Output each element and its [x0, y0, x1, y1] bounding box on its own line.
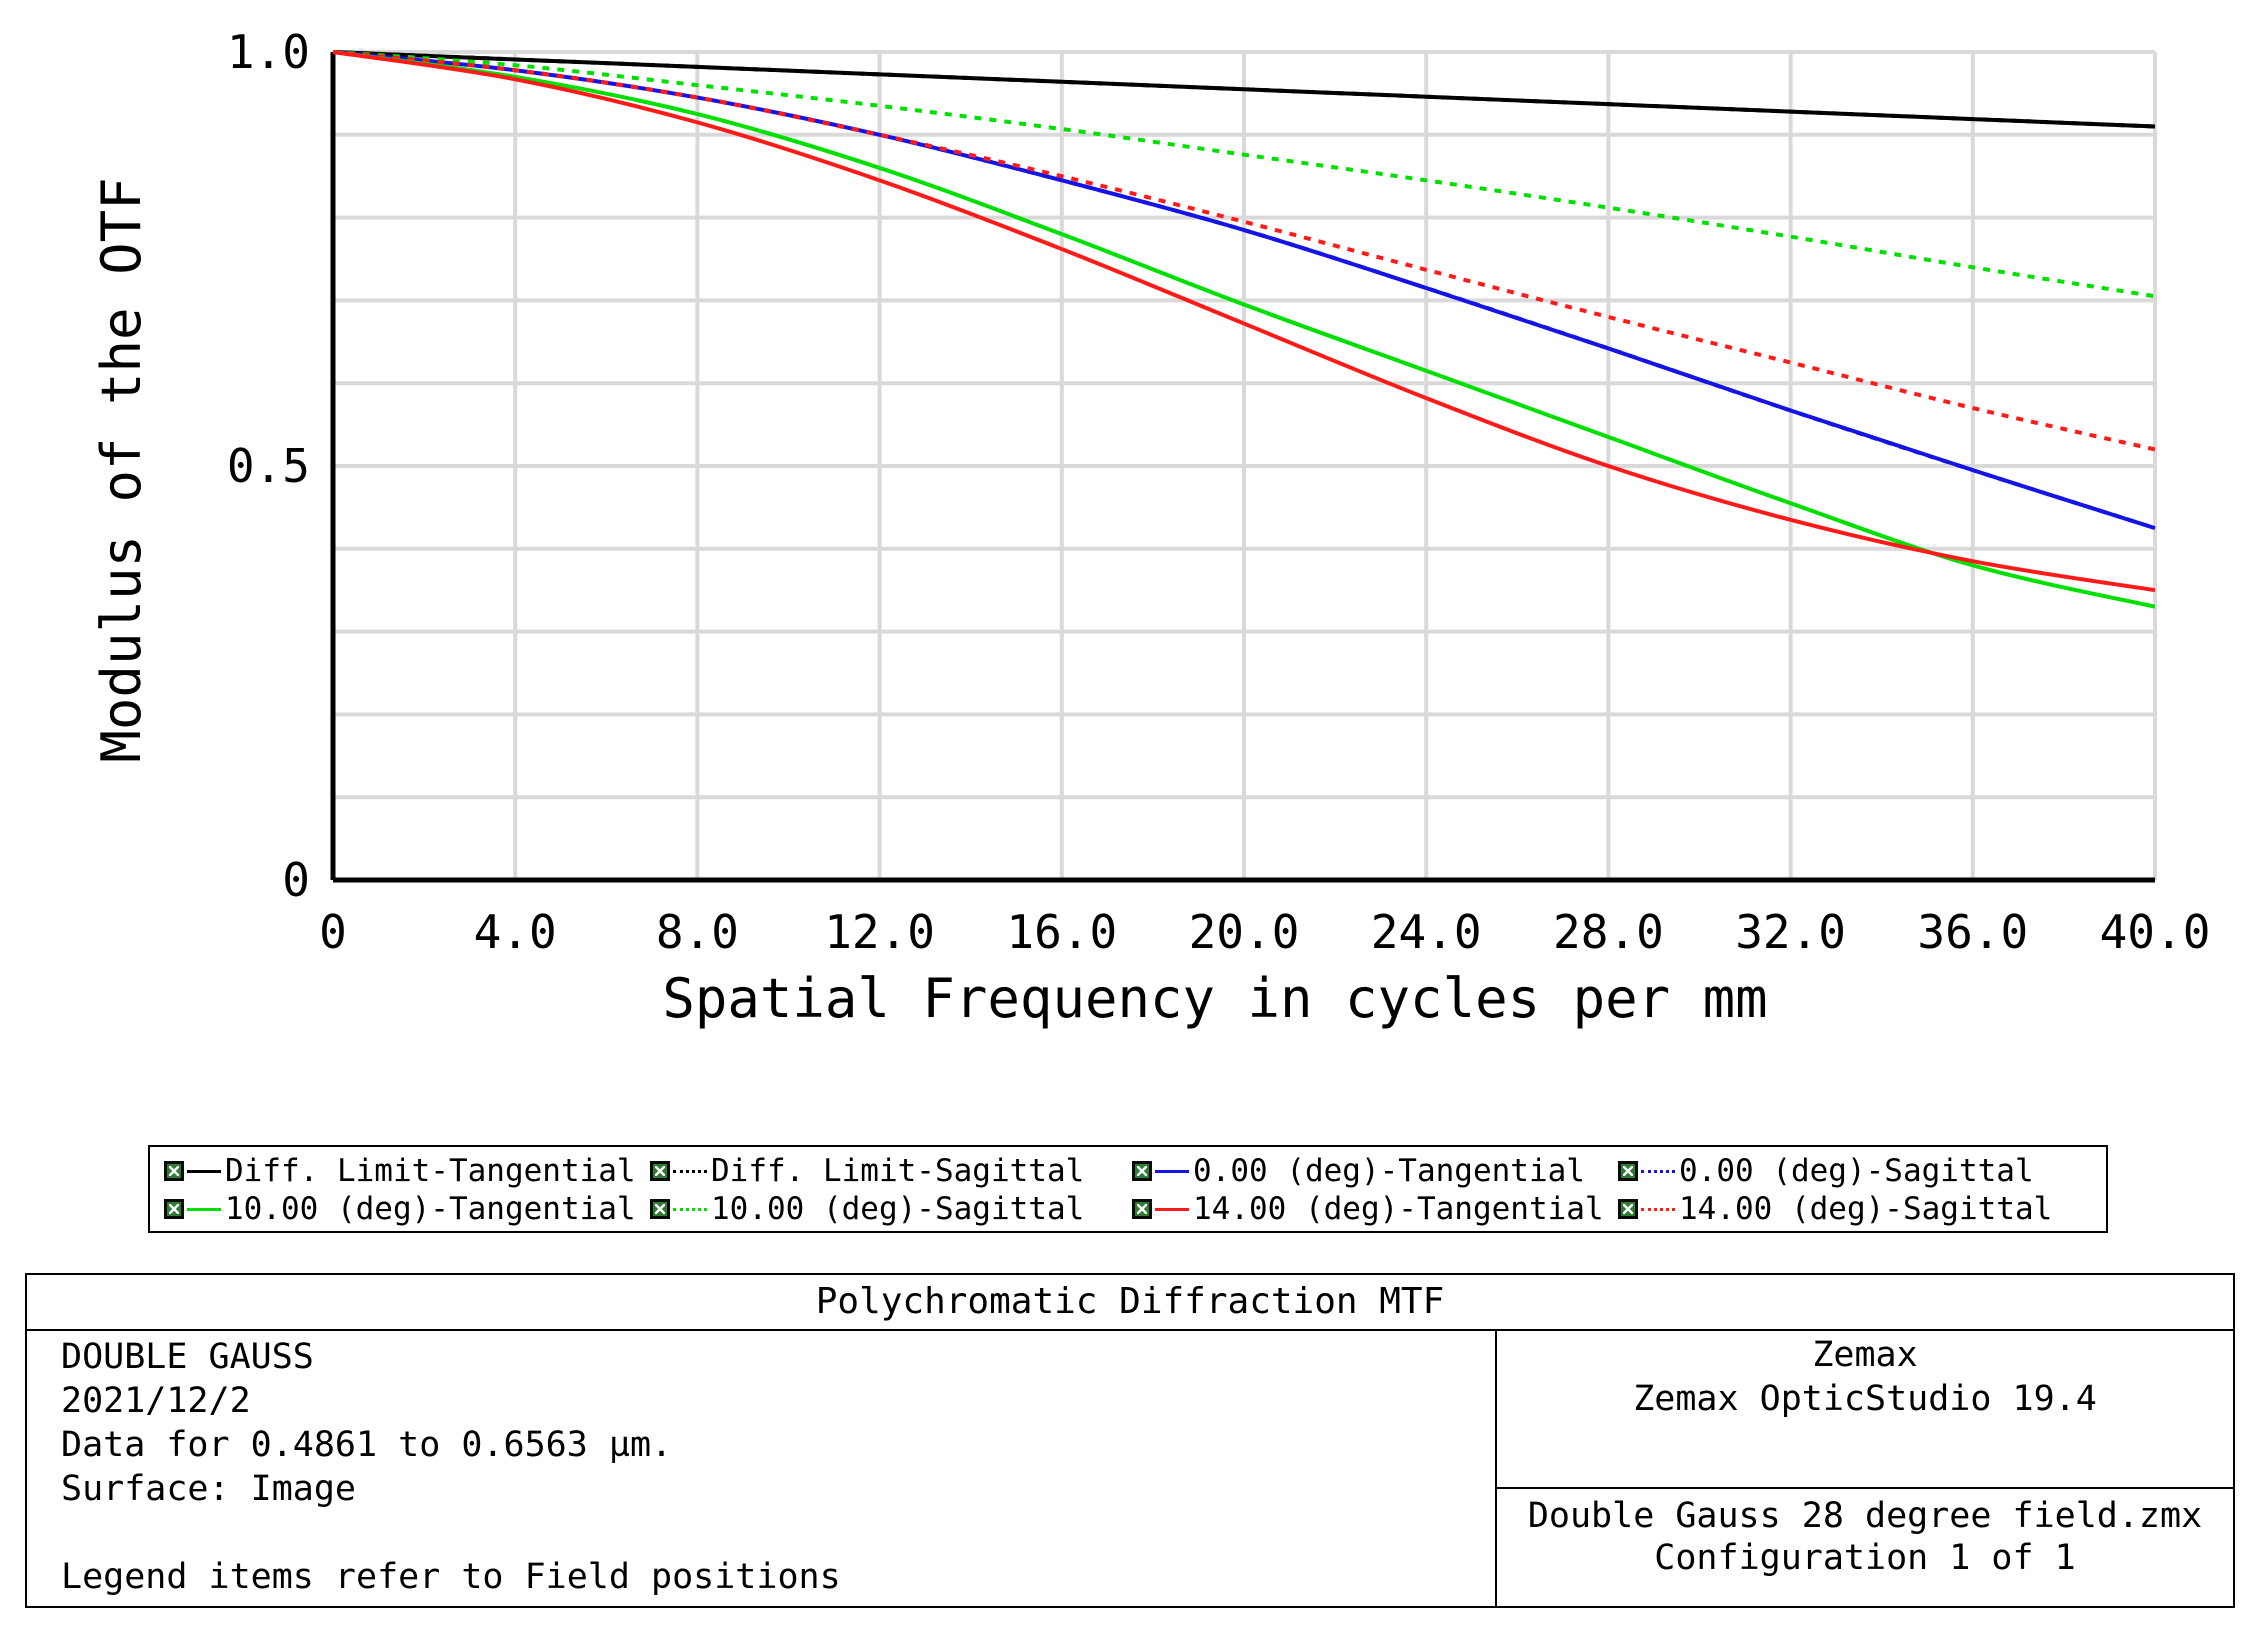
legend-label: 14.00 (deg)-Sagittal: [1679, 1191, 2053, 1227]
mtf-chart: 0 4.0 8.0 12.0 16.0 20.0 24.0 28.0 32.0 36.0 40.0 0…: [90, 25, 2210, 1030]
x-tick-label: 24.0: [1371, 905, 1482, 959]
series-line-0-00-deg-tangential: [332, 50, 2156, 531]
info-right-bottom-panel: Double Gauss 28 degree field.zmx Configur…: [1497, 1489, 2233, 1608]
legend-item[interactable]: 0.00 (deg)-Tangential: [1132, 1153, 1585, 1189]
legend-item[interactable]: Diff. Limit-Tangential: [164, 1153, 636, 1189]
info-left-panel: DOUBLE GAUSS 2021/12/2 Data for 0.4861 to …: [27, 1329, 1497, 1608]
legend-label: 14.00 (deg)-Tangential: [1193, 1191, 1604, 1227]
legend-swatch: [1641, 1169, 1675, 1173]
legend-label: 10.00 (deg)-Sagittal: [711, 1191, 1085, 1227]
x-tick-label: 32.0: [1735, 905, 1846, 959]
legend-label: 0.00 (deg)-Tangential: [1193, 1153, 1585, 1189]
legend-item[interactable]: 10.00 (deg)-Tangential: [164, 1191, 636, 1227]
checkbox-icon[interactable]: [650, 1161, 670, 1181]
y-tick-label: 0: [282, 853, 310, 907]
x-tick-label: 16.0: [1006, 905, 1117, 959]
legend-swatch: [673, 1207, 707, 1211]
x-tick-label: 28.0: [1553, 905, 1664, 959]
info-left-line: DOUBLE GAUSS: [61, 1337, 314, 1377]
checkbox-icon[interactable]: [1618, 1161, 1638, 1181]
legend-item[interactable]: 10.00 (deg)-Sagittal: [650, 1191, 1084, 1227]
info-right-bottom-line: Double Gauss 28 degree field.zmx: [1527, 1496, 2203, 1536]
y-tick-label: 1.0: [227, 25, 310, 79]
series-line-10-00-deg-sagittal: [332, 50, 2156, 299]
x-tick-label: 12.0: [824, 905, 935, 959]
info-title: Polychromatic Diffraction MTF: [27, 1275, 2233, 1331]
checkbox-icon[interactable]: [650, 1199, 670, 1219]
y-axis-title: Modulus of the OTF: [90, 177, 153, 762]
info-right-bottom-line: Configuration 1 of 1: [1654, 1538, 2076, 1578]
plot-axes: [330, 52, 2155, 883]
plot-grid: [333, 50, 2157, 880]
x-tick-label: 0: [319, 905, 347, 959]
checkbox-icon[interactable]: [1132, 1199, 1152, 1219]
legend-label: Diff. Limit-Tangential: [225, 1153, 636, 1189]
info-left-line: [61, 1511, 1495, 1555]
legend-swatch: [1641, 1207, 1675, 1211]
info-right-top-panel: Zemax Zemax OpticStudio 19.4: [1497, 1329, 2233, 1489]
x-tick-label: 8.0: [656, 905, 739, 959]
info-right-top-line: Zemax: [1812, 1335, 1918, 1375]
checkbox-icon[interactable]: [164, 1161, 184, 1181]
legend-label: Diff. Limit-Sagittal: [711, 1153, 1085, 1189]
legend: Diff. Limit-Tangential Diff. Limit-Sagitt…: [148, 1145, 2108, 1233]
legend-item[interactable]: 0.00 (deg)-Sagittal: [1618, 1153, 2034, 1189]
info-left-line: Data for 0.4861 to 0.6563 µm.: [61, 1425, 673, 1465]
info-left-line: Surface: Image: [61, 1469, 357, 1509]
series-line-10-00-deg-tangential: [332, 50, 2156, 609]
checkbox-icon[interactable]: [1618, 1199, 1638, 1219]
x-tick-label: 40.0: [2100, 905, 2211, 959]
legend-label: 10.00 (deg)-Tangential: [225, 1191, 636, 1227]
x-tick-label: 4.0: [474, 905, 557, 959]
series-line-14-00-deg-sagittal: [332, 50, 2156, 452]
checkbox-icon[interactable]: [164, 1199, 184, 1219]
info-left-line: Legend items refer to Field positions: [61, 1557, 841, 1597]
legend-swatch: [187, 1207, 221, 1211]
info-left-line: 2021/12/2: [61, 1381, 251, 1421]
info-box: Polychromatic Diffraction MTF DOUBLE GAU…: [25, 1273, 2235, 1608]
x-tick-label: 20.0: [1189, 905, 1300, 959]
legend-swatch: [187, 1169, 221, 1173]
legend-label: 0.00 (deg)-Sagittal: [1679, 1153, 2034, 1189]
tick-labels: 0 4.0 8.0 12.0 16.0 20.0 24.0 28.0 32.0 36.0 40.0 0…: [227, 25, 2210, 959]
legend-swatch: [673, 1169, 707, 1173]
legend-item[interactable]: 14.00 (deg)-Sagittal: [1618, 1191, 2052, 1227]
y-tick-label: 0.5: [227, 439, 310, 493]
legend-item[interactable]: Diff. Limit-Sagittal: [650, 1153, 1084, 1189]
x-axis-title: Spatial Frequency in cycles per mm: [662, 967, 1767, 1030]
legend-swatch: [1155, 1169, 1189, 1173]
legend-item[interactable]: 14.00 (deg)-Tangential: [1132, 1191, 1604, 1227]
series-line-14-00-deg-tangential: [332, 50, 2156, 593]
info-right-top-line: Zemax OpticStudio 19.4: [1633, 1379, 2097, 1419]
x-tick-label: 36.0: [1917, 905, 2028, 959]
checkbox-icon[interactable]: [1132, 1161, 1152, 1181]
legend-swatch: [1155, 1207, 1189, 1211]
series-line-diff-limit-sagittal: [332, 50, 2156, 129]
series-layer: [332, 50, 2156, 609]
